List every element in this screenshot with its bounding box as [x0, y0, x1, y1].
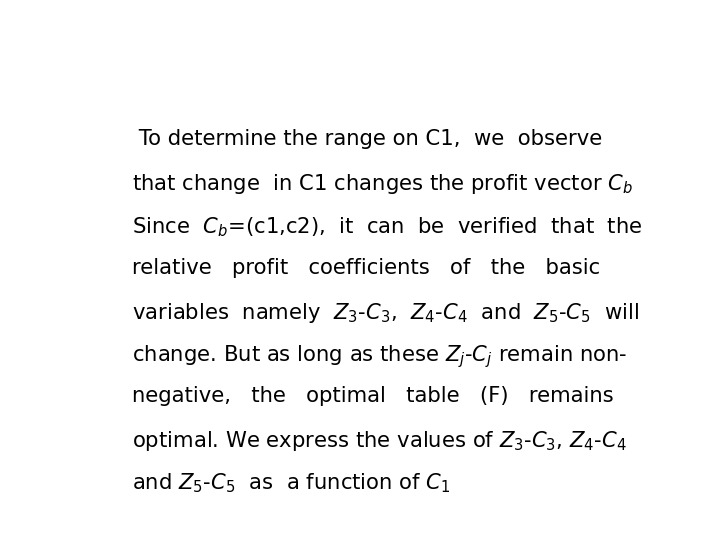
Text: change. But as long as these $Z_j$-$C_j$ remain non-: change. But as long as these $Z_j$-$C_j$… [132, 343, 627, 370]
Text: relative   profit   coefficients   of   the   basic: relative profit coefficients of the basi… [132, 258, 600, 278]
Text: and $Z_5$-$C_5$  as  a function of $C_1$: and $Z_5$-$C_5$ as a function of $C_1$ [132, 472, 451, 496]
Text: that change  in C1 changes the profit vector $C_b$: that change in C1 changes the profit vec… [132, 172, 633, 196]
Text: negative,   the   optimal   table   (F)   remains: negative, the optimal table (F) remains [132, 386, 613, 406]
Text: variables  namely  $Z_3$-$C_3$,  $Z_4$-$C_4$  and  $Z_5$-$C_5$  will: variables namely $Z_3$-$C_3$, $Z_4$-$C_4… [132, 301, 639, 325]
Text: optimal. We express the values of $Z_3$-$C_3$, $Z_4$-$C_4$: optimal. We express the values of $Z_3$-… [132, 429, 626, 453]
Text: Since  $C_b$=(c1,c2),  it  can  be  verified  that  the: Since $C_b$=(c1,c2), it can be verified … [132, 215, 642, 239]
Text: To determine the range on C1,  we  observe: To determine the range on C1, we observe [132, 129, 602, 149]
